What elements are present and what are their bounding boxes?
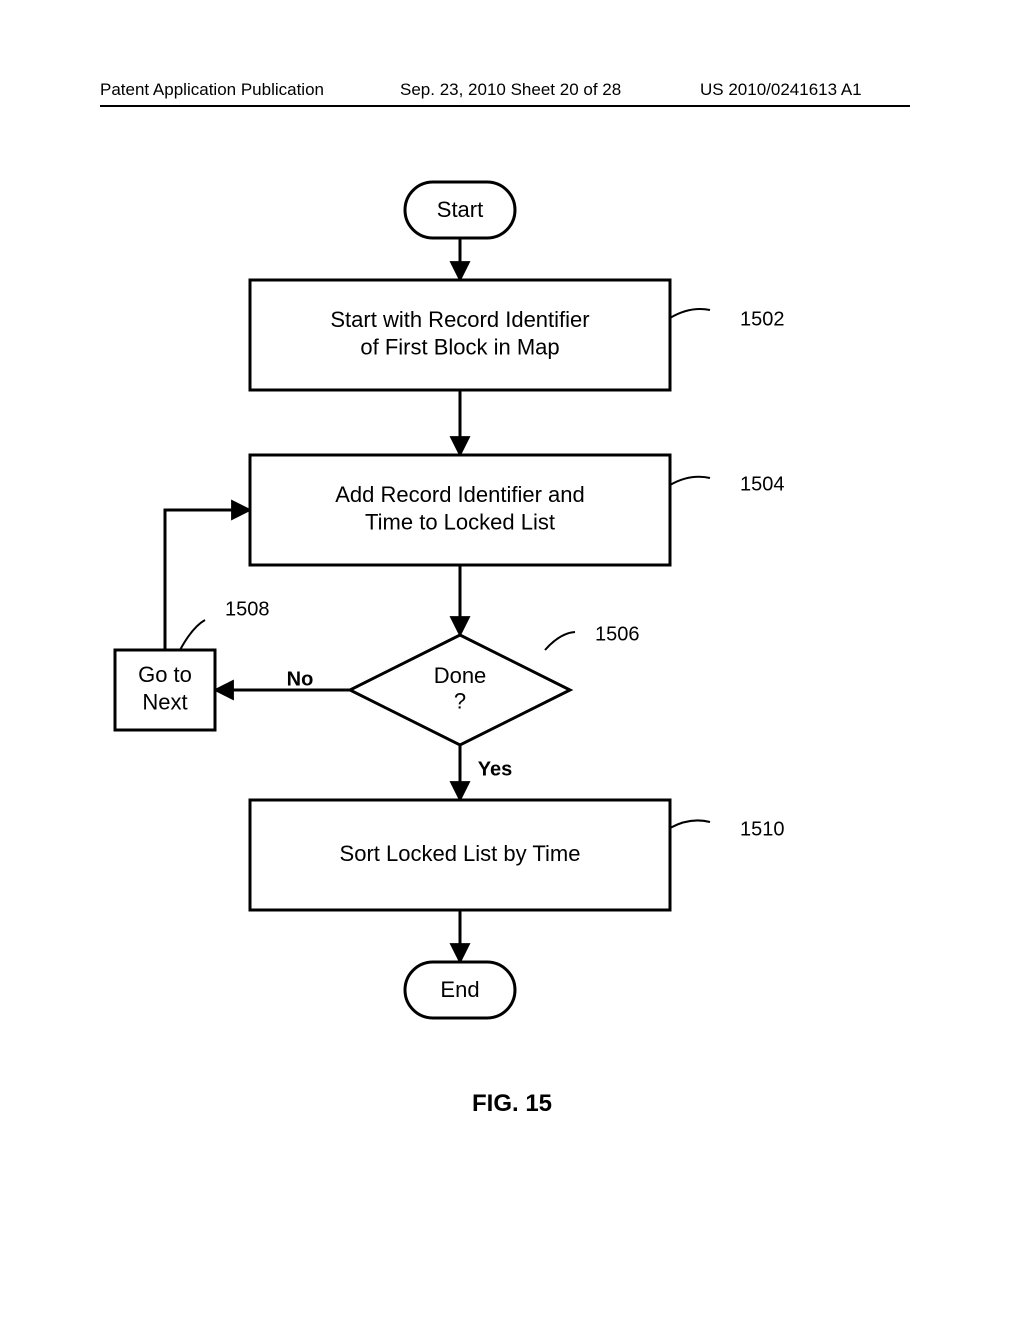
ref-leader-3 <box>180 620 205 650</box>
svg-text:?: ? <box>454 688 466 713</box>
ref-1506: 1506 <box>595 623 640 645</box>
ref-leader-1 <box>670 477 710 485</box>
edge-6 <box>165 510 250 650</box>
svg-text:End: End <box>440 977 479 1002</box>
ref-1508: 1508 <box>225 598 270 620</box>
node-n1504: Add Record Identifier and Time to Locked … <box>250 455 670 565</box>
svg-text:Time to Locked List: Time to Locked List <box>365 510 555 535</box>
edge-label-yes: Yes <box>478 758 512 780</box>
svg-text:Next: Next <box>142 690 187 715</box>
ref-1504: 1504 <box>740 473 785 495</box>
node-end: End <box>405 962 515 1018</box>
figure-label: FIG. 15 <box>0 1090 1024 1118</box>
page: Patent Application Publication Sep. 23, … <box>0 0 1024 1320</box>
node-start: Start <box>405 182 515 238</box>
ref-leader-0 <box>670 309 710 318</box>
ref-1510: 1510 <box>740 818 785 840</box>
ref-leader-4 <box>670 820 710 828</box>
svg-text:Sort Locked List by Time: Sort Locked List by Time <box>340 841 581 866</box>
edge-label-no: No <box>287 668 314 690</box>
svg-text:Go to: Go to <box>138 662 192 687</box>
node-n1502: Start with Record Identifier of First Blo… <box>250 280 670 390</box>
node-n1508: Go to Next <box>115 650 215 730</box>
svg-text:Add Record Identifier and: Add Record Identifier and <box>335 482 585 507</box>
node-n1510: Sort Locked List by Time <box>250 800 670 910</box>
svg-text:Done: Done <box>434 663 487 688</box>
ref-leader-2 <box>545 632 575 650</box>
node-n1506: Done? <box>350 635 570 745</box>
svg-text:Start: Start <box>437 197 483 222</box>
svg-text:Start with Record Identifier: Start with Record Identifier <box>330 307 589 332</box>
ref-1502: 1502 <box>740 308 785 330</box>
svg-text:of First Block in Map: of First Block in Map <box>360 335 559 360</box>
flowchart-svg: Start Start with Record Identifier of Firs… <box>0 0 1024 1320</box>
